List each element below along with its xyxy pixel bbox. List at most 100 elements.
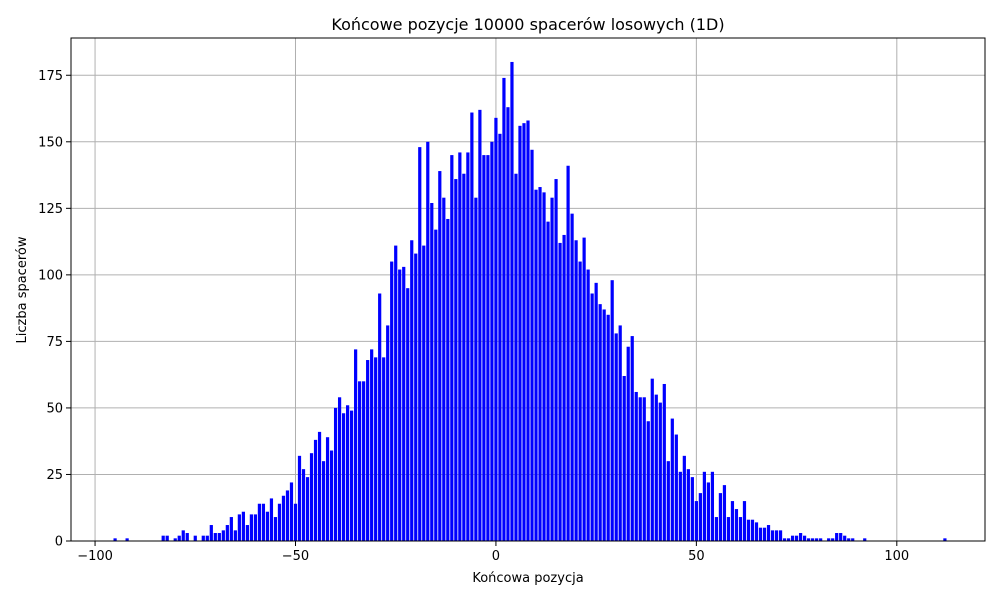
histogram-bar [794,535,799,541]
histogram-bar [790,535,795,541]
histogram-bars [113,61,947,542]
histogram-bar [289,482,294,541]
histogram-bar [578,261,582,541]
histogram-bar [542,192,546,541]
histogram-bar [634,391,638,541]
histogram-bar [530,149,534,541]
y-tick-label: 100 [38,268,63,283]
x-tick-label: 100 [884,549,909,564]
histogram-bar [514,173,518,541]
histogram-bar [606,314,610,541]
histogram-bar [710,471,715,541]
histogram-bar [185,533,189,541]
histogram-bar [209,525,213,541]
histogram-bar [414,253,418,542]
x-tick-label: −100 [77,549,113,564]
histogram-bar [803,535,807,541]
histogram-bar [694,501,698,541]
histogram-bar [438,171,442,541]
histogram-bar [626,346,630,541]
histogram-bar [358,381,362,541]
histogram-bar [398,269,402,541]
histogram-bar [835,533,839,541]
histogram-bar [642,397,646,541]
histogram-bar [165,535,169,541]
histogram-bar [618,325,622,541]
histogram-bar [646,421,650,541]
histogram-bar [782,538,787,541]
histogram-bar [350,410,354,541]
histogram-bar [301,469,306,541]
histogram-bar [594,282,598,541]
histogram-bar [670,418,674,541]
histogram-bar [269,498,274,541]
histogram-bar [718,493,723,541]
histogram-bar [422,245,426,542]
histogram-bar [362,381,366,541]
histogram-bar [778,530,783,541]
histogram-bar [522,123,526,541]
histogram-bar [346,405,350,541]
histogram-bar [847,538,851,541]
histogram-bar [470,112,474,541]
histogram-bar [742,501,747,541]
histogram-bar [446,218,450,541]
histogram-bar [698,493,702,541]
histogram-bar [341,413,346,541]
histogram-bar [486,155,490,541]
histogram-bar [811,538,815,541]
histogram-bar [590,293,594,541]
histogram-bar [746,519,751,541]
histogram-bar [277,503,282,541]
y-axis-ticks: 0 25 50 75 100 125 150 175 [38,69,71,550]
histogram-bar [406,288,410,541]
histogram-bar [843,535,847,541]
histogram-bar [394,245,398,542]
histogram-bar [798,533,803,541]
histogram-bar [193,535,197,541]
histogram-bar [181,530,185,541]
y-axis-label: Liczba spacerów [15,236,30,343]
histogram-bar [229,517,233,541]
histogram-bar [442,197,446,541]
histogram-bar [586,269,590,541]
histogram-bar [754,522,759,541]
histogram-bar [614,333,618,541]
histogram-bar [265,511,270,541]
histogram-bar [297,455,302,541]
y-tick-label: 50 [46,401,63,416]
histogram-bar [610,280,614,541]
histogram-bar [546,221,550,541]
histogram-bar [434,229,438,541]
histogram-bar [534,189,538,541]
histogram-bar [750,519,755,541]
y-tick-label: 125 [38,202,63,217]
histogram-bar [722,485,727,541]
histogram-bar [305,477,310,541]
histogram-bar [125,538,129,541]
histogram-bar [410,240,414,541]
histogram-bar [293,503,298,541]
histogram-bar [526,120,530,541]
histogram-bar [370,349,374,541]
y-tick-label: 0 [55,535,63,550]
histogram-bar [329,450,334,541]
histogram-bar [582,237,586,541]
histogram-bar [273,517,278,541]
histogram-bar [702,471,706,541]
histogram-bar [173,538,177,541]
histogram-bar [462,173,466,541]
y-tick-label: 175 [38,69,63,84]
histogram-bar [374,357,378,541]
histogram-bar [518,125,522,542]
histogram-bar [430,203,434,541]
histogram-bar [285,490,290,541]
histogram-bar [863,538,867,541]
histogram-bar [237,514,241,541]
x-tick-label: −50 [282,549,309,564]
histogram-bar [766,525,771,541]
histogram-bar [602,309,606,541]
histogram-bar [726,517,731,541]
histogram-bar [827,538,831,541]
